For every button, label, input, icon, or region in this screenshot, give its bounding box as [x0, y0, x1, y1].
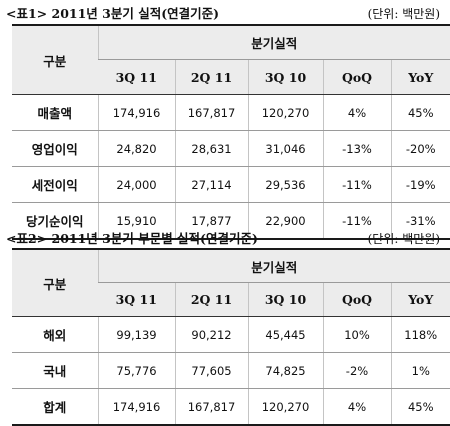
table2-caption: <표2> 2011년 3분기 부문별 실적(연결기준) (단위: 백만원): [6, 228, 444, 247]
table-row: 국내 75,776 77,605 74,825 -2% 1%: [12, 352, 450, 389]
row-label: 국내: [12, 352, 98, 389]
table2-title: <표2> 2011년 3분기 부문별 실적(연결기준): [6, 231, 258, 246]
table1-financial-results: 구분 분기실적 3Q 11 2Q 11 3Q 10 QoQ YoY 매출액 17…: [12, 24, 450, 240]
table2-group-header: 구분: [12, 249, 98, 317]
table-cell: 24,000: [97, 166, 175, 203]
table-cell: 174,916: [97, 94, 175, 131]
table-cell: -11%: [322, 166, 391, 203]
row-label: 합계: [12, 388, 98, 426]
table-cell: 45,445: [247, 316, 323, 353]
table-row: 당기순이익 15,910 17,877 22,900 -11% -31%: [12, 202, 450, 240]
row-label: 해외: [12, 316, 98, 353]
table1-col-header: 2Q 11: [174, 59, 248, 95]
table1-col-header: QoQ: [322, 59, 391, 95]
row-label: 매출액: [12, 94, 98, 131]
table-cell: -11%: [322, 202, 391, 240]
table-cell: -20%: [390, 130, 450, 167]
row-label: 당기순이익: [12, 202, 98, 240]
table2-col-header: 3Q 10: [247, 282, 323, 317]
row-label: 세전이익: [12, 166, 98, 203]
table2-col-header: 2Q 11: [174, 282, 248, 317]
table-cell: -13%: [322, 130, 391, 167]
table-cell: 167,817: [174, 94, 248, 131]
table-cell: 10%: [322, 316, 391, 353]
table-cell: 120,270: [247, 94, 323, 131]
table2-col-header: 3Q 11: [98, 282, 175, 317]
table2-col-header: YoY: [390, 282, 450, 317]
table-row: 세전이익 24,000 27,114 29,536 -11% -19%: [12, 166, 450, 203]
table-cell: 120,270: [247, 388, 323, 426]
table-row: 합계 174,916 167,817 120,270 4% 45%: [12, 388, 450, 426]
table-cell: 77,605: [174, 352, 248, 389]
table-cell: 1%: [390, 352, 450, 389]
table2-col-header: QoQ: [322, 282, 391, 317]
table-cell: 45%: [390, 388, 450, 426]
table-cell: 45%: [390, 94, 450, 131]
table-cell: 99,139: [97, 316, 175, 353]
table-row: 매출액 174,916 167,817 120,270 4% 45%: [12, 94, 450, 131]
table-cell: 24,820: [97, 130, 175, 167]
table-cell: 74,825: [247, 352, 323, 389]
table2-span-header: 분기실적: [97, 249, 450, 283]
table1-span-header: 분기실적: [97, 25, 450, 60]
table1-title: <표1> 2011년 3분기 실적(연결기준): [6, 6, 220, 21]
table2-segment-results: 구분 분기실적 3Q 11 2Q 11 3Q 10 QoQ YoY 해외 99,…: [12, 248, 450, 426]
table-cell: 15,910: [97, 202, 175, 240]
table-row: 영업이익 24,820 28,631 31,046 -13% -20%: [12, 130, 450, 167]
table-cell: 29,536: [247, 166, 323, 203]
table-cell: 22,900: [247, 202, 323, 240]
table-cell: 75,776: [97, 352, 175, 389]
table-cell: -2%: [322, 352, 391, 389]
table-cell: 28,631: [174, 130, 248, 167]
row-label: 영업이익: [12, 130, 98, 167]
table-cell: 118%: [390, 316, 450, 353]
table2-unit: (단위: 백만원): [367, 232, 440, 246]
table1-group-header: 구분: [12, 25, 98, 95]
table1-caption: <표1> 2011년 3분기 실적(연결기준) (단위: 백만원): [6, 3, 444, 22]
table-cell: 174,916: [97, 388, 175, 426]
table-cell: -19%: [390, 166, 450, 203]
table1-unit: (단위: 백만원): [367, 7, 440, 21]
table1-col-header: YoY: [390, 59, 450, 95]
table-cell: 90,212: [174, 316, 248, 353]
table-cell: 31,046: [247, 130, 323, 167]
table-cell: 4%: [322, 94, 391, 131]
table-row: 해외 99,139 90,212 45,445 10% 118%: [12, 316, 450, 353]
table-cell: -31%: [390, 202, 450, 240]
table1-col-header: 3Q 11: [98, 59, 175, 95]
table-cell: 27,114: [174, 166, 248, 203]
table1-col-header: 3Q 10: [247, 59, 323, 95]
table-cell: 4%: [322, 388, 391, 426]
table-cell: 17,877: [174, 202, 248, 240]
table-cell: 167,817: [174, 388, 248, 426]
